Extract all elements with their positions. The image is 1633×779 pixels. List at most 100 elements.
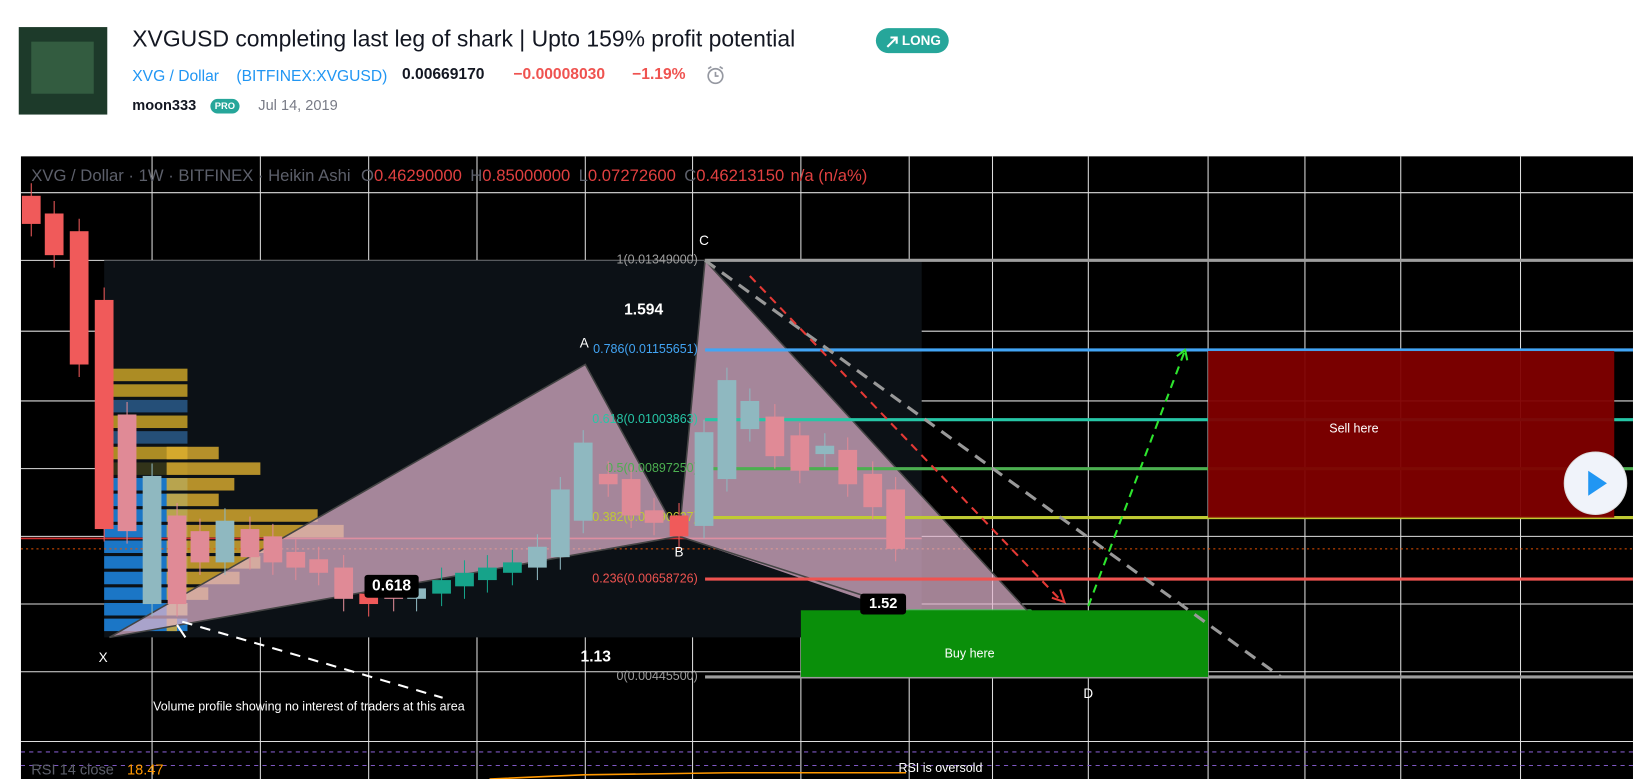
ohlc-extra: n/a (n/a%) xyxy=(791,166,868,185)
rsi-note: RSI is oversold xyxy=(898,761,982,775)
fib-label: 0.5(0.00897250) xyxy=(606,461,698,475)
candle-body xyxy=(669,515,689,537)
ohlc-value: 0.46290000 xyxy=(374,166,462,185)
path-up xyxy=(1087,349,1187,607)
candle-body xyxy=(167,515,187,605)
ratio-label: 1.13 xyxy=(581,648,612,665)
ohlc-value: 0.85000000 xyxy=(482,166,570,185)
candle-body xyxy=(573,442,593,521)
candle-body xyxy=(528,546,547,568)
long-badge xyxy=(875,28,949,54)
candle-body xyxy=(44,213,64,256)
candle-body xyxy=(717,380,737,480)
candle-body xyxy=(94,299,114,530)
annotation-tick xyxy=(176,624,187,638)
price-change-percent: −1.19% xyxy=(632,66,685,83)
candle-body xyxy=(644,510,664,523)
symbol-link[interactable]: XVG / Dollar xyxy=(132,68,219,85)
arrow-head-up xyxy=(1176,348,1189,361)
candle-body xyxy=(621,479,641,516)
chart-legend: XVG / Dollar · 1W · BITFINEX · Heikin As… xyxy=(31,166,867,185)
candle-body xyxy=(286,551,306,568)
long-arrow-icon xyxy=(886,36,898,48)
profile-bar xyxy=(104,415,188,429)
candle-body xyxy=(359,593,379,605)
candle-body xyxy=(886,489,906,549)
point-label: C xyxy=(699,233,709,248)
point-label: D xyxy=(1083,686,1093,701)
ohlc-value: 0.07272600 xyxy=(588,166,676,185)
play-button[interactable] xyxy=(1563,451,1628,515)
candle-body xyxy=(503,562,522,573)
profile-bar xyxy=(166,493,219,507)
ratio-box xyxy=(364,574,419,598)
profile-bar xyxy=(104,431,188,444)
buy-zone xyxy=(800,610,1209,677)
thumbnail-detail xyxy=(31,41,94,94)
ratio-box xyxy=(860,593,907,615)
candle-body xyxy=(863,473,883,508)
candle-body xyxy=(190,531,210,563)
candle-body xyxy=(455,572,474,587)
fib-label: 0.618(0.01003863) xyxy=(592,412,698,426)
candle-body xyxy=(334,567,354,599)
trend-dashed xyxy=(704,259,1282,679)
ratio-label: 1.52 xyxy=(869,596,897,612)
candle-body xyxy=(694,432,714,526)
candle-body xyxy=(117,414,137,532)
profile-bar xyxy=(166,478,235,491)
exchange-link[interactable]: (BITFINEX:XVGUSD) xyxy=(236,68,387,85)
sell-zone xyxy=(1208,350,1615,518)
profile-bar xyxy=(166,509,318,522)
candles xyxy=(21,183,906,617)
candle-body xyxy=(309,559,329,573)
pattern-xab xyxy=(109,364,680,638)
candle-body xyxy=(598,473,618,485)
pro-badge-text: PRO xyxy=(215,101,235,111)
ohlc-label: O xyxy=(361,166,374,185)
path-down xyxy=(749,275,1064,603)
publish-date: Jul 14, 2019 xyxy=(258,98,337,114)
candle-body xyxy=(142,475,162,605)
profile-bar xyxy=(104,399,188,413)
annotation-text: Volume profile showing no interest of tr… xyxy=(153,699,465,713)
arrow-head-down xyxy=(1051,589,1067,604)
author-name[interactable]: moon333 xyxy=(132,98,196,114)
fib-label: 1(0.01349000) xyxy=(617,253,698,267)
chart-area[interactable]: 1(0.01349000) 0.786(0.01155651) 0.618(0.01… xyxy=(20,156,1633,779)
profile-bar xyxy=(104,384,188,397)
candle-body xyxy=(838,449,858,485)
legend-ohlc: O0.46290000 H0.85000000 L0.07272600 C0.4621… xyxy=(361,166,867,185)
rsi-line xyxy=(489,771,907,779)
price: 0.00669170 xyxy=(402,66,485,83)
point-label: A xyxy=(580,335,589,350)
rsi-label: RSI 14 close xyxy=(31,763,114,779)
point-label: X xyxy=(99,650,108,665)
idea-title: XVGUSD completing last leg of shark | Up… xyxy=(132,26,795,52)
ratio-label: 1.594 xyxy=(624,301,663,318)
legend-symbol: XVG / Dollar · 1W · BITFINEX · Heikin As… xyxy=(31,166,350,185)
ratio-label: 0.618 xyxy=(372,577,411,594)
candle-body xyxy=(478,567,497,581)
long-badge-text: LONG xyxy=(902,33,941,48)
profile-bar xyxy=(104,368,188,382)
profile-bar xyxy=(166,446,219,460)
rsi-value: 18.47 xyxy=(127,763,163,779)
fib-label: 0.786(0.01155651) xyxy=(593,342,698,356)
candle-body xyxy=(550,489,570,558)
fib-label: 0(0.00445500) xyxy=(617,669,698,683)
candle-body xyxy=(263,536,283,563)
pro-badge xyxy=(210,98,240,114)
profile-bar xyxy=(166,462,261,475)
candle-body xyxy=(815,445,835,455)
point-label: B xyxy=(675,545,684,560)
candle-body xyxy=(21,195,41,224)
fib-label: 0.236(0.00658726) xyxy=(592,571,698,585)
alert-icon[interactable] xyxy=(707,65,724,85)
candle-body xyxy=(240,529,260,558)
candle-body xyxy=(765,416,785,457)
buy-zone-label: Buy here xyxy=(945,646,995,660)
candle-body xyxy=(69,231,89,365)
